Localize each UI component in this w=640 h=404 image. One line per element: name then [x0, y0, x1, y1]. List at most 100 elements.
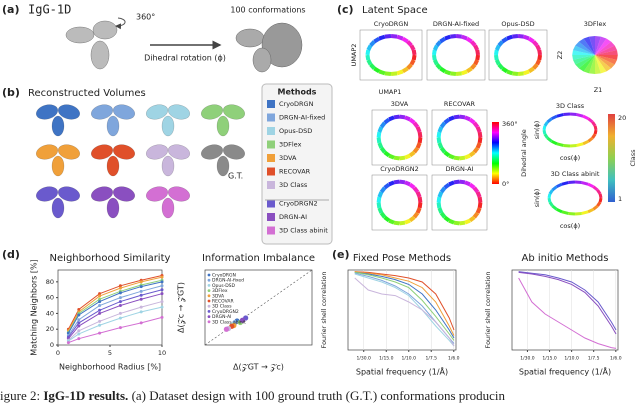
legend-label: 3D Class abinit [279, 227, 328, 235]
latent-points [561, 181, 569, 186]
latent-points [409, 44, 416, 51]
plot-title: 3D Class abinit [551, 170, 600, 178]
volume-part [161, 115, 175, 137]
point [77, 324, 81, 328]
latent-points [543, 133, 549, 139]
latent-points [453, 114, 460, 120]
dataset-title: IgG-1D [28, 3, 71, 17]
x-tick-label: 1/10.0 [564, 356, 579, 362]
volume-part [90, 144, 114, 160]
latent-points [587, 117, 594, 124]
point [77, 332, 81, 336]
volume [200, 104, 246, 137]
legend-marker [207, 299, 211, 303]
series-line [67, 281, 163, 334]
latent-points [401, 66, 409, 74]
legend-swatch [267, 113, 275, 122]
latent-points [408, 117, 416, 125]
colorbar-label: 1 [618, 195, 622, 203]
latent-points [578, 55, 595, 72]
latent-points [475, 142, 482, 149]
latent-points [548, 189, 554, 195]
latent-points [366, 44, 373, 51]
volume-part [57, 186, 81, 202]
latent-points [537, 49, 543, 56]
latent-points [377, 126, 384, 133]
latent-points [578, 38, 595, 55]
x-tick-label: 1/15.0 [379, 356, 394, 362]
latent-points [472, 211, 480, 219]
latent-points [595, 50, 618, 55]
latent-points [569, 143, 577, 148]
latent-points [595, 55, 612, 72]
point [98, 323, 102, 327]
series-line [518, 271, 617, 331]
latent-points [417, 137, 423, 144]
x-tick-label: 1/6.0 [448, 356, 460, 362]
axis-label: UMAP1 [379, 88, 402, 96]
legend-marker [207, 273, 211, 277]
latent-points [532, 40, 539, 47]
series-line [518, 277, 617, 349]
latent-points [412, 146, 420, 154]
caption-rest: (a) Dataset design with 100 ground truth… [128, 388, 505, 403]
chart-title: Ab initio Methods [522, 253, 609, 264]
legend-label: CryoDRGN2 [212, 309, 239, 315]
point [77, 307, 81, 311]
latent-points [412, 121, 420, 129]
latent-points [595, 36, 601, 55]
axis-label: Z2 [556, 51, 564, 60]
latent-points [396, 69, 404, 76]
latent-points [383, 215, 391, 223]
series-line [67, 279, 163, 333]
volume-part [112, 104, 136, 120]
latent-points [582, 139, 590, 146]
volume-part [57, 104, 81, 120]
latent-points [595, 55, 618, 60]
plot-frame [431, 174, 488, 231]
volume-part [145, 104, 169, 120]
latent-points [453, 155, 460, 161]
latent-points [437, 126, 444, 133]
point [98, 304, 102, 308]
latent-points [581, 181, 589, 186]
latent-points [464, 115, 471, 122]
latent-points [432, 44, 439, 51]
latent-points [470, 63, 477, 70]
latent-points [393, 155, 400, 161]
latent-points [477, 131, 483, 138]
latent-points [475, 207, 482, 214]
latent-points [575, 55, 595, 69]
latent-points [366, 59, 373, 66]
x-tick-label: 5 [108, 349, 112, 357]
latent-points [373, 36, 381, 44]
latent-points [572, 55, 595, 65]
latent-points [595, 36, 607, 55]
latent-points [473, 59, 480, 66]
latent-points [595, 38, 612, 55]
colorbar [492, 122, 499, 184]
volume-part [200, 104, 224, 120]
latent-points [409, 59, 416, 66]
latent-points [393, 179, 400, 185]
caption-lead: igure 2: [0, 388, 43, 403]
latent-points [453, 220, 460, 226]
point [160, 284, 164, 288]
latent-points [561, 210, 569, 215]
chart-title: Neighborhood Similarity [50, 253, 171, 264]
latent-points [475, 49, 481, 56]
latent-points [388, 218, 395, 225]
x-tick-label: 1/10.0 [402, 356, 417, 362]
latent-points [377, 207, 384, 214]
point [160, 305, 164, 309]
latent-points [563, 143, 571, 148]
latent-points [592, 185, 599, 192]
latent-points [439, 186, 447, 194]
axis-label: cos(ϕ) [560, 222, 580, 230]
point [66, 341, 70, 345]
latent-points [443, 117, 451, 125]
legend-label: 3D Class [279, 181, 308, 189]
legend-swatch [267, 199, 275, 208]
x-tick-label: 1/6.0 [610, 356, 622, 362]
